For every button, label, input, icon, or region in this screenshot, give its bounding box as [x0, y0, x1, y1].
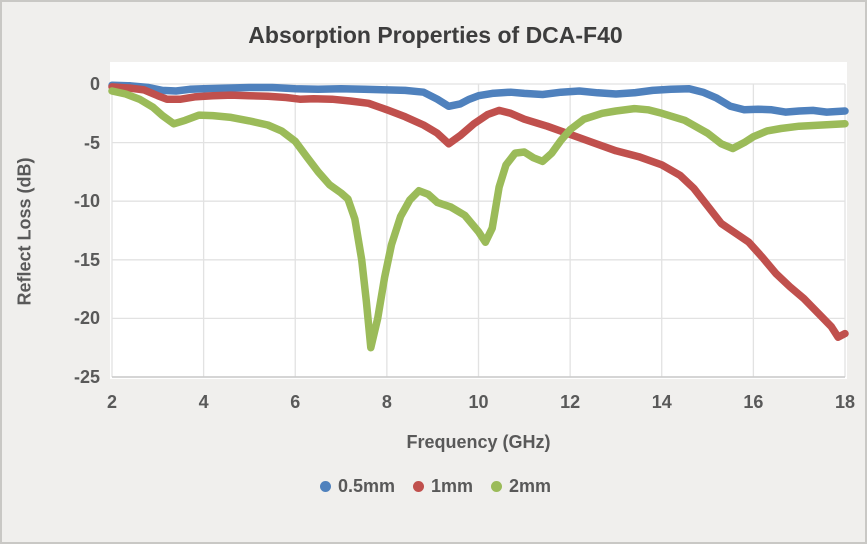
legend-label: 1mm	[430, 476, 474, 496]
series-1mm-line	[108, 83, 849, 341]
x-tick-label: 16	[743, 392, 764, 412]
legend: 0.5mm 1mm 2mm	[2, 476, 865, 497]
chart-title: Absorption Properties of DCA-F40	[248, 22, 623, 48]
x-tick-label: 18	[834, 392, 856, 412]
legend-label: 2mm	[509, 476, 552, 496]
x-tick-label: 8	[381, 392, 392, 412]
legend-marker-icon	[491, 481, 503, 492]
x-tick-label: 14	[651, 392, 672, 412]
x-tick-label: 12	[560, 392, 581, 412]
legend-item-0.5mm: 0.5mm	[319, 476, 395, 497]
y-tick-label: -10	[73, 191, 100, 212]
legend-label: 0.5mm	[337, 476, 395, 496]
y-axis-title: Reflect Loss (dB)	[14, 157, 35, 306]
x-tick-label: 10	[468, 392, 489, 412]
x-tick-label: 6	[290, 392, 301, 412]
y-tick-label: -25	[73, 367, 100, 387]
y-tick-label: -20	[73, 308, 100, 329]
series-2mm-line	[108, 87, 849, 352]
legend-marker-icon	[412, 481, 424, 492]
x-axis-title: Frequency (GHz)	[406, 432, 551, 452]
legend-item-1mm: 1mm	[412, 476, 474, 497]
legend-item-2mm: 2mm	[491, 476, 551, 497]
x-tick-label: 2	[106, 392, 117, 412]
x-tick-label: 4	[198, 392, 209, 412]
y-tick-label: -5	[83, 132, 100, 153]
y-tick-label: 0	[89, 74, 100, 94]
legend-marker-icon	[319, 481, 331, 492]
series-0.5mm-line	[108, 81, 849, 116]
y-tick-label: -15	[73, 249, 100, 270]
